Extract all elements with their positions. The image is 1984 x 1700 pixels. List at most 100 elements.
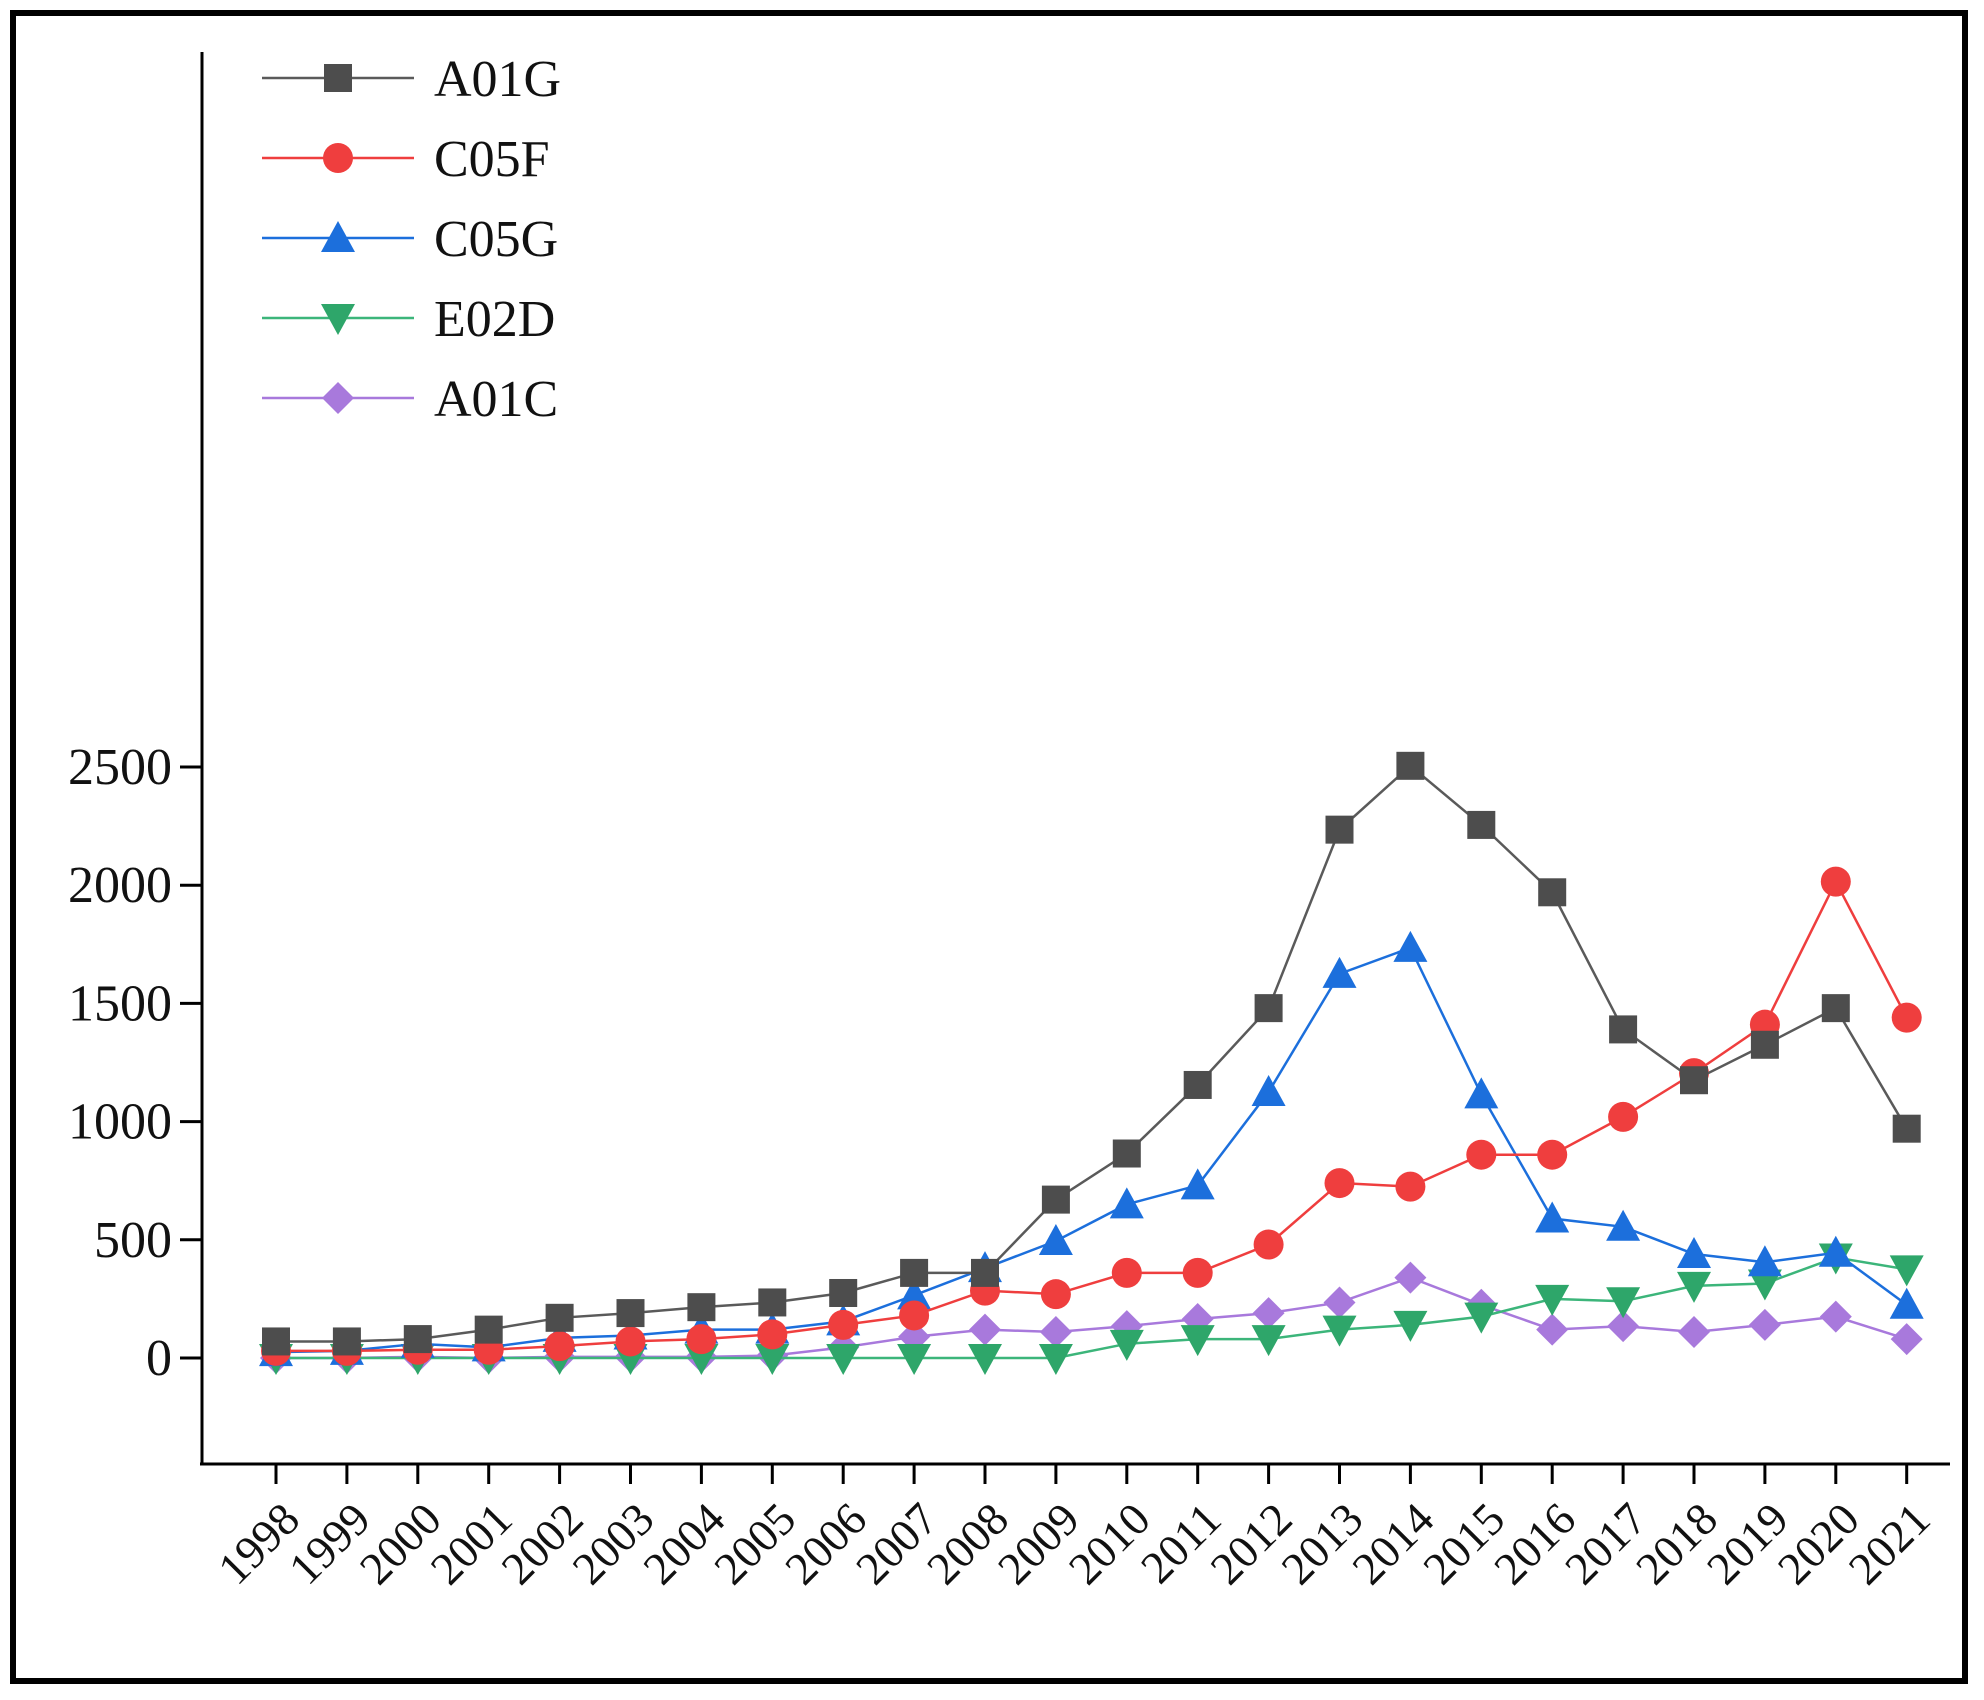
data-point-c05f (1395, 1171, 1426, 1202)
data-point-a01c (1252, 1297, 1285, 1330)
legend: A01G C05F C05G E02D A01C (262, 51, 561, 428)
data-point-a01g (1254, 994, 1283, 1023)
data-point-e02d (1889, 1255, 1924, 1287)
y-tick-label: 2500 (68, 739, 172, 796)
data-point-c05f (757, 1319, 788, 1350)
data-point-e02d (1322, 1315, 1357, 1347)
data-point-a01g (1821, 994, 1850, 1023)
data-point-c05f (544, 1331, 575, 1362)
data-point-c05f (1040, 1279, 1071, 1310)
data-point-a01g (403, 1325, 432, 1354)
series-line-a01g (276, 764, 1908, 1343)
legend-item-e02d: E02D (262, 291, 555, 348)
legend-marker-c05f (323, 143, 353, 173)
data-point-a01c (1039, 1315, 1072, 1348)
series-line-e02d (276, 1256, 1907, 1360)
data-point-e02d (968, 1344, 1002, 1375)
data-point-c05f (1324, 1168, 1355, 1199)
data-point-e02d (1464, 1302, 1499, 1334)
data-point-a01g (971, 1258, 999, 1287)
data-point-a01g (332, 1327, 361, 1356)
data-point-a01g (545, 1303, 574, 1332)
series-e02d (259, 1243, 1924, 1375)
data-point-a01g (474, 1315, 503, 1344)
data-point-c05g (1889, 1287, 1924, 1319)
data-point-a01g (900, 1258, 929, 1287)
data-point-a01g (262, 1327, 290, 1356)
data-point-e02d (1038, 1344, 1073, 1375)
data-point-c05f (899, 1300, 930, 1331)
data-point-c05f (1820, 866, 1851, 897)
data-point-e02d (1109, 1329, 1144, 1361)
data-point-c05g (1393, 930, 1428, 962)
line-chart: 0 500 1000 1500 2000 2500 1998199920002001200… (68, 51, 1950, 1594)
data-point-c05f (615, 1326, 646, 1357)
data-point-c05f (828, 1309, 859, 1340)
axes (200, 52, 1950, 1466)
data-point-a01g (687, 1293, 716, 1322)
legend-item-c05f: C05F (262, 131, 550, 188)
data-point-a01g (1750, 1030, 1779, 1059)
data-point-c05f (1608, 1101, 1639, 1132)
data-point-c05g (1464, 1077, 1499, 1109)
y-tick-label: 500 (94, 1212, 172, 1269)
data-point-e02d (897, 1344, 932, 1375)
data-point-a01g (1892, 1114, 1921, 1143)
legend-marker-e02d (321, 304, 355, 335)
data-point-c05f (1537, 1139, 1568, 1170)
legend-label-e02d: E02D (434, 291, 555, 348)
data-point-a01g (616, 1299, 645, 1328)
y-tick-label: 2000 (68, 857, 172, 914)
data-point-a01g (1467, 810, 1496, 839)
legend-label-a01g: A01G (434, 51, 561, 108)
legend-marker-a01g (324, 64, 352, 92)
data-point-a01g (1538, 878, 1567, 907)
data-point-e02d (1180, 1325, 1215, 1357)
data-point-c05g (1322, 956, 1357, 988)
data-point-e02d (1747, 1269, 1782, 1301)
data-point-c05g (1677, 1236, 1711, 1268)
data-point-a01c (1748, 1308, 1781, 1341)
data-point-e02d (1606, 1287, 1641, 1319)
data-point-c05g (1038, 1223, 1073, 1255)
data-point-c05g (1109, 1187, 1144, 1219)
data-point-c05g (1251, 1075, 1286, 1107)
chart-frame: 0 500 1000 1500 2000 2500 1998 1999 2000 2001 200… (10, 10, 1968, 1684)
data-point-c05f (1111, 1257, 1142, 1288)
legend-label-c05f: C05F (434, 131, 550, 188)
data-point-a01c (1394, 1261, 1427, 1294)
series-line-c05g (275, 946, 1908, 1354)
data-point-e02d (1677, 1271, 1711, 1303)
data-point-a01g (1609, 1015, 1638, 1044)
legend-marker-a01c (322, 382, 354, 414)
legend-marker-c05g (321, 221, 355, 252)
x-tick-label: 2021 (1839, 1493, 1940, 1594)
data-point-a01g (829, 1278, 858, 1307)
data-point-a01g (1183, 1070, 1212, 1099)
data-point-c05g (1818, 1235, 1853, 1267)
data-point-c05f (686, 1324, 717, 1355)
legend-item-a01c: A01C (262, 371, 558, 428)
data-point-a01c (1536, 1313, 1569, 1346)
data-point-a01c (1678, 1315, 1710, 1348)
series-a01g (262, 751, 1921, 1356)
data-point-c05f (1891, 1002, 1922, 1033)
series-lines (259, 751, 1924, 1375)
data-point-c05g (1180, 1168, 1215, 1200)
x-axis-ticks: 1998199920002001200220032004200520062007… (208, 1464, 1940, 1594)
data-point-c05f (1253, 1229, 1284, 1260)
data-point-a01g (1041, 1185, 1070, 1214)
y-tick-label: 1500 (68, 975, 172, 1032)
data-point-a01c (1819, 1300, 1852, 1333)
data-point-c05g (897, 1278, 932, 1310)
data-point-c05g (1535, 1201, 1570, 1233)
data-point-a01c (1890, 1323, 1923, 1356)
series-line-c05f (276, 878, 1908, 1353)
data-point-e02d (826, 1344, 861, 1375)
series-c05g (259, 930, 1924, 1367)
data-point-e02d (1393, 1310, 1428, 1342)
data-point-c05f (1466, 1139, 1497, 1170)
y-axis-ticks: 0 500 1000 1500 2000 2500 (68, 739, 202, 1387)
data-point-c05g (1606, 1209, 1641, 1241)
series-line-a01c (276, 1276, 1908, 1360)
